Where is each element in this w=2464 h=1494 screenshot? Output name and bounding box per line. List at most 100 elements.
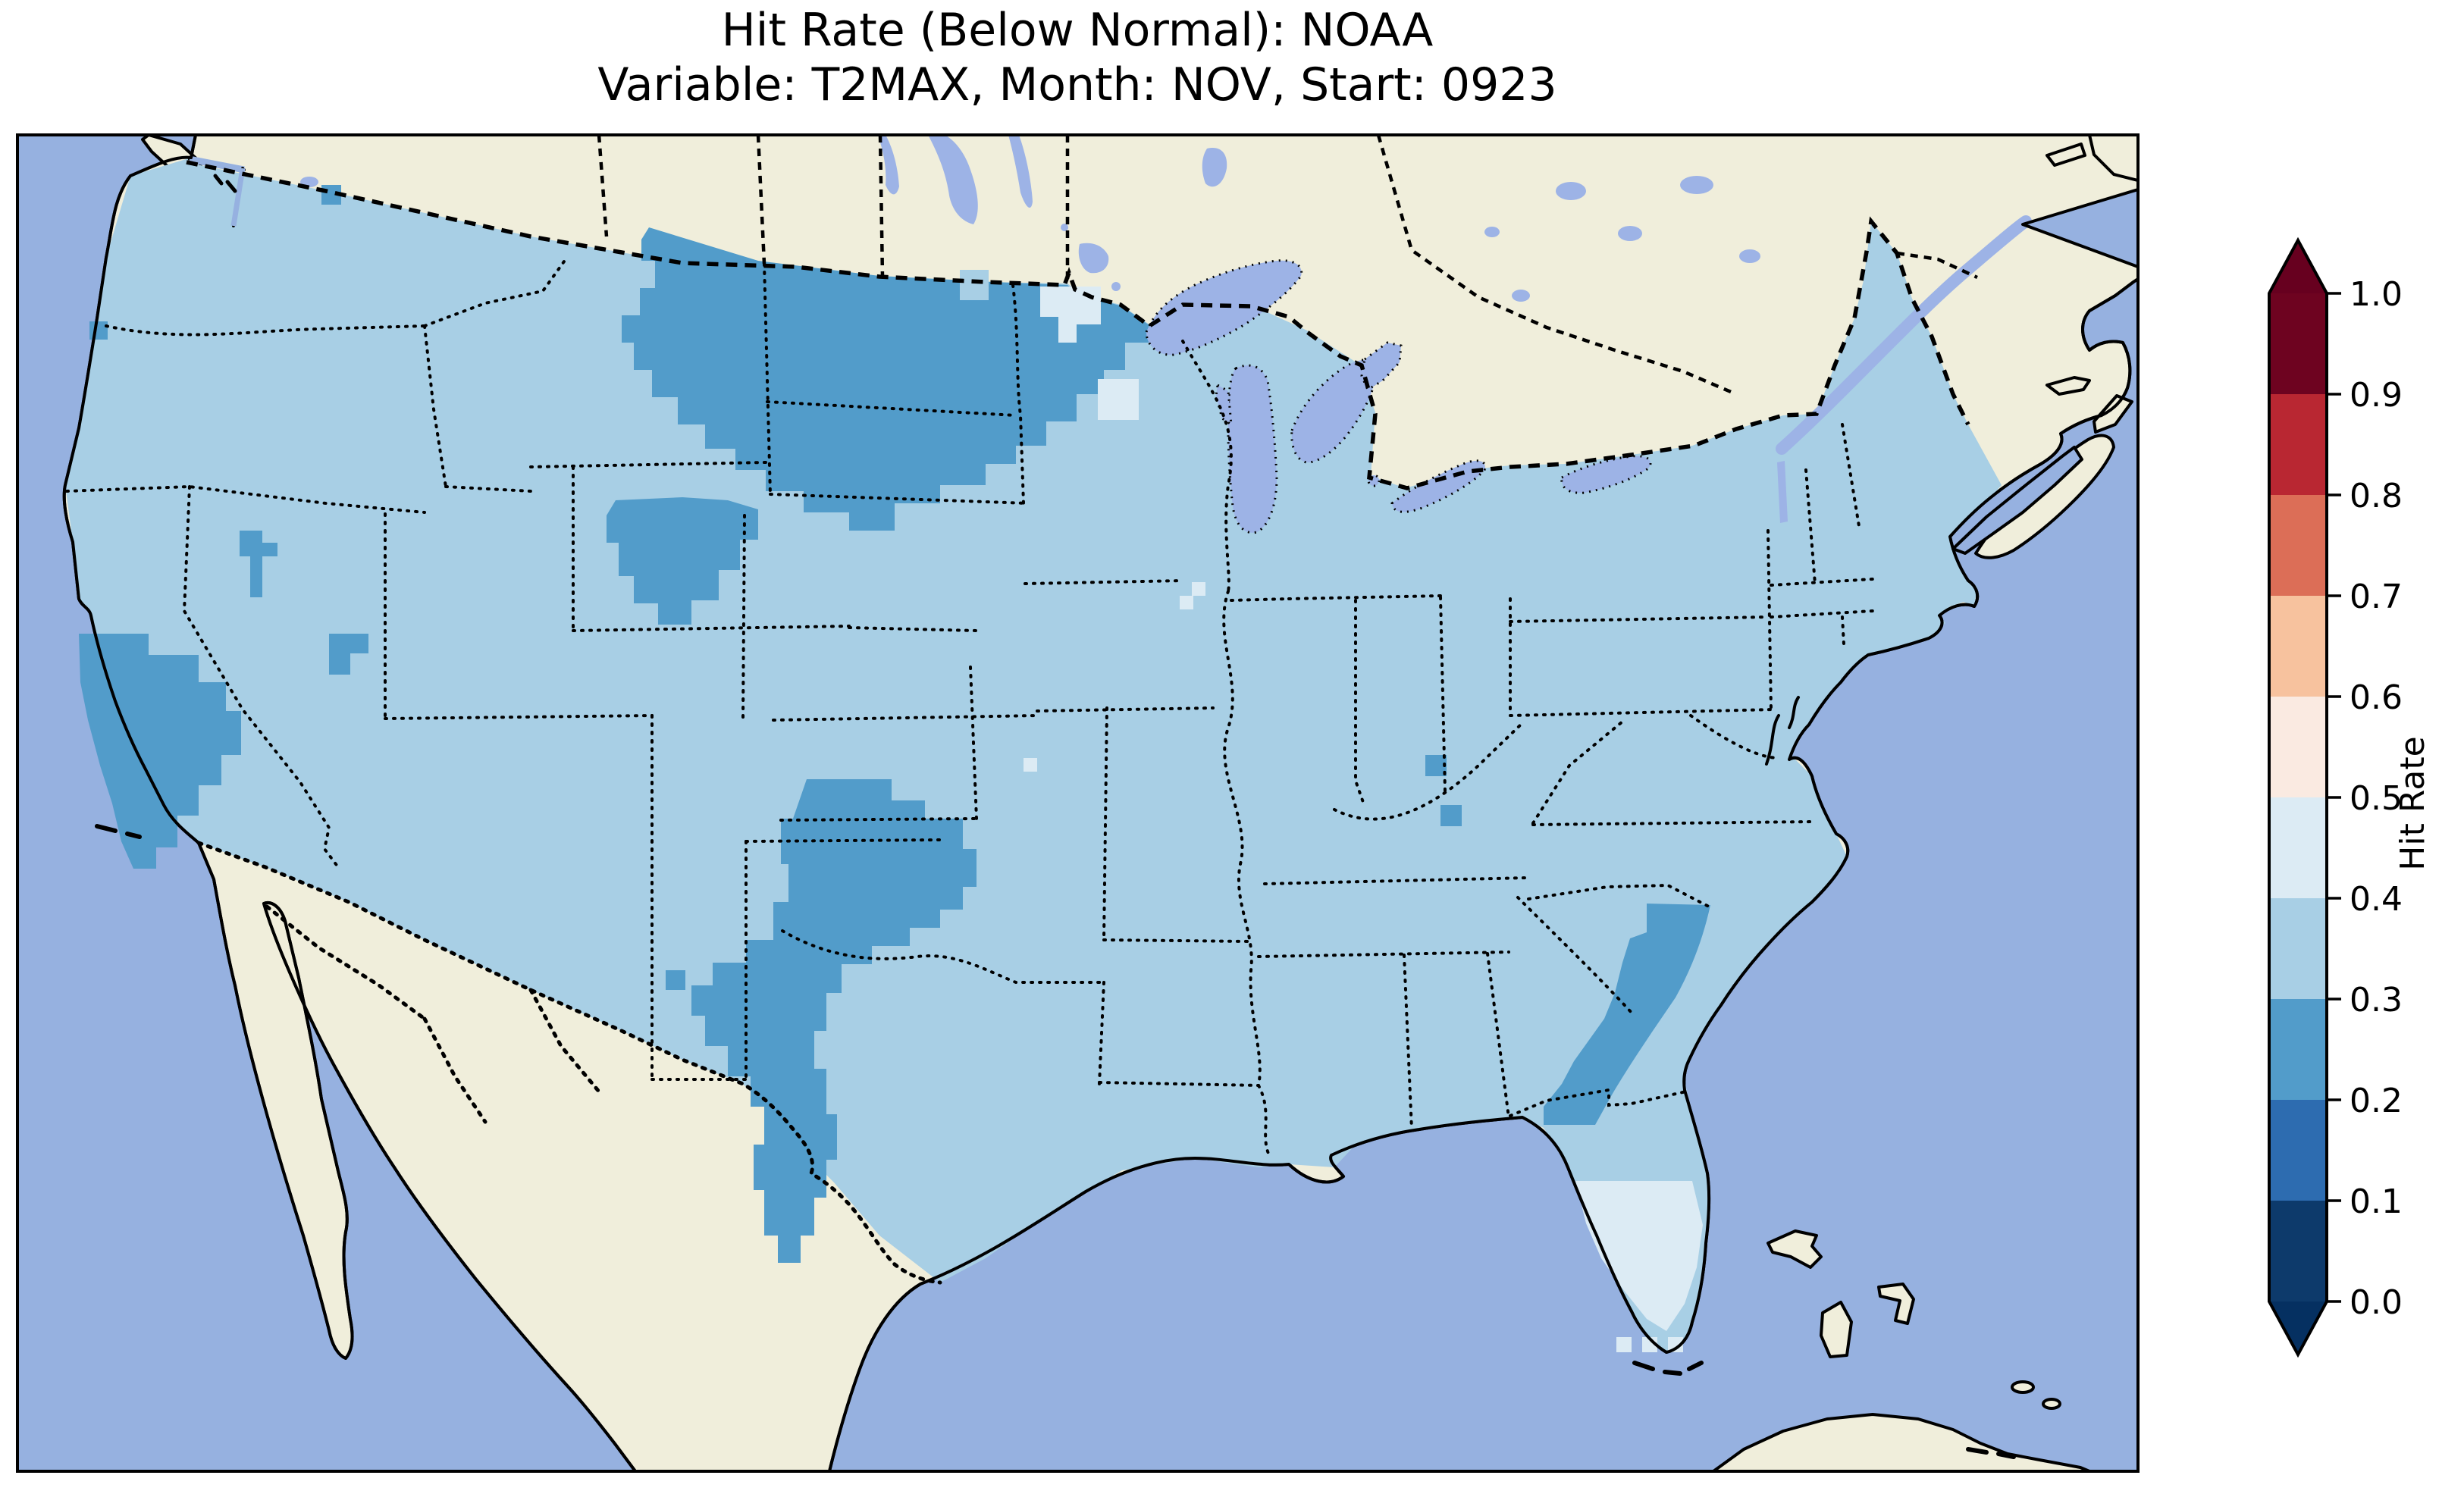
- state-border: [1841, 423, 1861, 528]
- patch-california: [79, 634, 241, 869]
- state-border: [1024, 579, 1184, 585]
- state-border: [1102, 706, 1108, 941]
- state-border: [1531, 820, 1815, 826]
- green-bay: [1215, 383, 1233, 427]
- colorbar-tick-label: 0.1: [2350, 1182, 2403, 1221]
- small-lake: [1618, 226, 1642, 241]
- lakes-layer: [300, 135, 1788, 534]
- province-border: [878, 135, 885, 277]
- san-juan-islands: [213, 174, 237, 193]
- us-canada-border: [186, 160, 1970, 490]
- state-border: [1531, 720, 1624, 825]
- single-cell-02-03: [89, 321, 108, 340]
- state-border: [779, 817, 978, 822]
- lake-manitoba: [1008, 135, 1033, 208]
- state-border: [745, 838, 942, 843]
- colorbar-segment-0.0-0.1: [2269, 1201, 2327, 1301]
- small-lake: [1739, 249, 1760, 263]
- state-border: [1257, 1084, 1272, 1160]
- channel-islands: [95, 824, 142, 839]
- keys-cell: [1668, 1337, 1683, 1352]
- state-border: [384, 714, 654, 720]
- colorbar-tick-label: 1.0: [2350, 275, 2403, 314]
- colorbar: 0.0 0.1 0.2 0.3 0.4 0.5 0.6 0.7 0.8 0.9 1.0 Hit Ra…: [2268, 236, 2432, 1358]
- state-border: [772, 714, 1039, 722]
- colorbar-segment-0.4-0.5: [2269, 797, 2327, 898]
- lake-winnipegosis: [878, 135, 899, 195]
- map-axes: [17, 135, 2138, 1471]
- lake-huron: [1290, 359, 1378, 464]
- us-data-layer: [65, 158, 2002, 1352]
- cay-island: [2042, 1398, 2061, 1410]
- colorbar-axis-label: Hit Rate: [2393, 736, 2432, 870]
- cuba-cays: [1966, 1447, 2016, 1459]
- small-lake: [1111, 282, 1121, 291]
- state-border: [444, 485, 532, 493]
- colorbar-tick-label: 0.5: [2350, 779, 2403, 818]
- lake-champlain: [1777, 461, 1788, 523]
- province-border: [597, 135, 609, 237]
- cay-island: [2011, 1380, 2035, 1394]
- state-border: [182, 485, 340, 869]
- state-borders: [65, 260, 1874, 1160]
- grand-bahama-abaco: [1766, 1229, 1823, 1269]
- pale-cell: [1192, 582, 1205, 596]
- notch-cell-03-04: [960, 270, 989, 300]
- delaware-bay: [1788, 696, 1800, 729]
- patch-dakotas-montana: [622, 227, 1152, 531]
- mexico-state-border: [265, 904, 427, 1021]
- province-border: [1376, 135, 1737, 396]
- state-border: [1098, 1081, 1260, 1087]
- andros-island: [1820, 1301, 1853, 1358]
- state-border: [1287, 594, 1442, 600]
- pale-cell: [1024, 758, 1037, 772]
- patch-overrides-03-04: [960, 270, 989, 300]
- state-border: [423, 324, 447, 488]
- florida-keys: [1632, 1361, 1704, 1376]
- colorbar-segment-0.5-0.6: [2269, 697, 2327, 797]
- colorbar-segment-0.7-0.8: [2269, 495, 2327, 596]
- prince-edward-island: [2045, 376, 2091, 396]
- state-border: [741, 514, 746, 720]
- state-border: [1439, 596, 1447, 793]
- state-border: [423, 260, 566, 327]
- colorbar-segment-0.6-0.7: [2269, 596, 2327, 697]
- cape-breton-island: [2093, 394, 2133, 434]
- small-lake: [1680, 176, 1713, 194]
- state-border: [1486, 952, 1510, 1119]
- state-border: [781, 929, 1105, 984]
- state-border: [769, 493, 1030, 505]
- state-border: [1181, 340, 1233, 593]
- colorbar-ticks: 0.0 0.1 0.2 0.3 0.4 0.5 0.6 0.7 0.8 0.9 1.0: [2327, 275, 2403, 1322]
- hit-rate-patches-02-03: [79, 185, 1710, 1263]
- state-border: [1509, 1088, 1688, 1117]
- state-border: [1102, 938, 1252, 943]
- anticosti-island: [2045, 143, 2086, 167]
- small-lake: [1484, 227, 1500, 237]
- colorbar-segment-0.1-0.2: [2269, 1100, 2327, 1201]
- state-border: [105, 324, 426, 337]
- colorbar-tick-label: 0.2: [2350, 1082, 2403, 1120]
- patch-wyoming: [607, 497, 758, 625]
- patch-southeast-coast: [1544, 904, 1710, 1125]
- state-border: [1222, 590, 1262, 1087]
- hit-rate-patches-04-05: [1024, 287, 1703, 1352]
- colorbar-tick-label: 0.6: [2350, 678, 2403, 717]
- mexico-state-border: [422, 1016, 487, 1124]
- lake-ontario: [1560, 455, 1652, 494]
- state-border: [1509, 615, 1768, 623]
- single-cell-02-03: [666, 970, 685, 990]
- islet-marks: [95, 174, 2016, 1459]
- single-cell-02-03: [1440, 805, 1462, 826]
- pale-cell: [1098, 379, 1139, 420]
- small-lake: [1061, 224, 1068, 231]
- state-border: [1098, 981, 1105, 1085]
- state-border: [1527, 883, 1710, 908]
- patch-nw-minnesota: [1040, 287, 1101, 343]
- international-borders: [186, 160, 1970, 1285]
- colorbar-tick-label: 0.7: [2350, 578, 2403, 616]
- gulf-st-lawrence: [2021, 188, 2138, 268]
- colorbar-tick-label: 0.3: [2350, 981, 2403, 1019]
- province-border: [1896, 251, 1978, 280]
- colorbar-tick-label: 0.9: [2350, 376, 2403, 415]
